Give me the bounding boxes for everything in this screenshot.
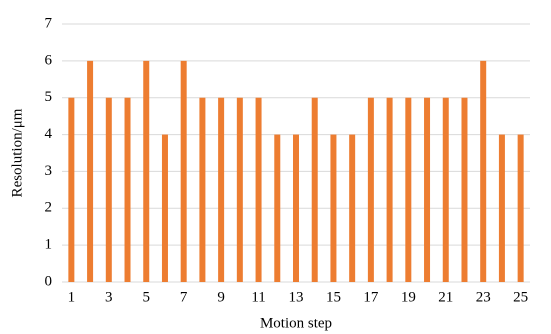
bar [255, 97, 262, 282]
y-tick-label: 3 [45, 163, 53, 179]
bar [442, 97, 449, 282]
bar [105, 97, 112, 282]
x-tick-label: 7 [180, 289, 188, 305]
bar [68, 97, 75, 282]
y-tick-label: 2 [45, 200, 53, 216]
bar [349, 134, 356, 282]
y-tick-label: 1 [45, 237, 53, 253]
x-tick-label: 13 [289, 289, 304, 305]
bar [161, 134, 168, 282]
x-tick-label: 23 [476, 289, 491, 305]
x-tick-label: 15 [326, 289, 341, 305]
x-tick-label: 3 [105, 289, 113, 305]
bar [218, 97, 225, 282]
x-tick-label: 5 [142, 289, 150, 305]
bar [367, 97, 374, 282]
bar [330, 134, 337, 282]
x-axis-label: Motion step [260, 315, 332, 331]
bar [311, 97, 318, 282]
x-tick-label: 25 [513, 289, 528, 305]
bar [424, 97, 431, 282]
bar [293, 134, 299, 282]
y-tick-label: 0 [45, 273, 53, 289]
y-tick-label: 4 [45, 126, 53, 142]
x-tick-label: 9 [217, 289, 225, 305]
y-tick-label: 7 [45, 15, 53, 31]
bar [517, 134, 524, 282]
bar [461, 97, 468, 282]
bar [480, 60, 487, 282]
y-axis-label: Resolution/μm [9, 108, 25, 197]
bar [236, 97, 243, 282]
x-tick-label: 19 [401, 289, 416, 305]
bar [498, 134, 505, 282]
x-tick-label: 11 [251, 289, 265, 305]
bar [124, 97, 131, 282]
bar [199, 97, 206, 282]
bar [87, 60, 94, 282]
bar [143, 60, 150, 282]
x-tick-label: 21 [438, 289, 453, 305]
x-tick-label: 17 [363, 289, 379, 305]
y-tick-label: 5 [45, 89, 53, 105]
bar [386, 97, 393, 282]
y-tick-label: 6 [45, 52, 53, 68]
bar [180, 60, 187, 282]
bar [405, 97, 412, 282]
x-tick-label: 1 [68, 289, 76, 305]
bar [274, 134, 281, 282]
